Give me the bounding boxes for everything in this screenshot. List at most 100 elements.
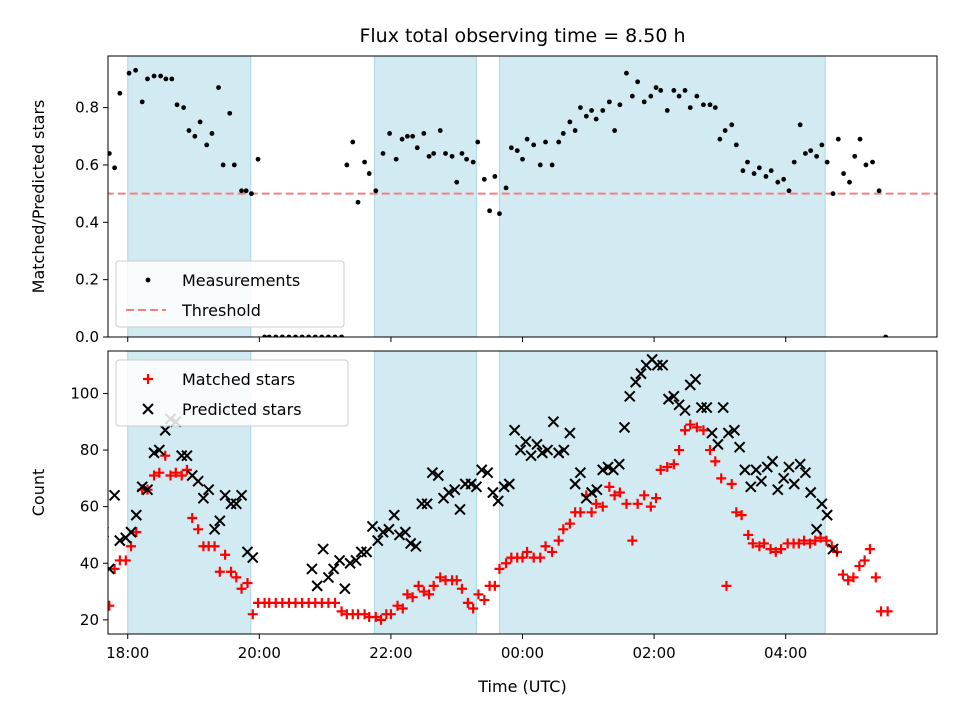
data-point <box>481 176 487 182</box>
count-panel: 20 40 60 80 100 18:00 20:00 22:00 00:00 02:00 04:0… <box>29 350 938 662</box>
data-point <box>418 586 429 597</box>
data-point <box>126 70 132 76</box>
data-point <box>543 139 548 145</box>
data-point <box>564 518 575 529</box>
data-point <box>392 600 403 611</box>
data-point <box>108 600 115 611</box>
data-point <box>319 334 325 337</box>
data-point <box>181 105 187 111</box>
data-point <box>766 455 779 468</box>
data-point <box>101 94 106 99</box>
data-point <box>473 589 484 600</box>
legend-symbol <box>143 374 153 384</box>
data-point <box>255 156 261 162</box>
data-point <box>520 435 532 448</box>
data-point <box>783 461 795 473</box>
data-point <box>629 376 642 388</box>
data-point <box>765 544 776 555</box>
data-point <box>489 580 500 591</box>
data-point <box>514 148 520 154</box>
data-point <box>108 526 110 538</box>
data-point <box>362 159 367 165</box>
data-point <box>799 535 810 546</box>
data-point <box>648 93 654 99</box>
y-tick-label: 20 <box>80 611 99 629</box>
data-point <box>694 93 700 99</box>
data-point <box>149 470 160 481</box>
data-point <box>114 534 126 547</box>
data-point <box>373 188 379 194</box>
data-point <box>606 99 612 105</box>
series-measurements <box>89 67 889 337</box>
x-axis-label: Time (UTC) <box>477 677 566 696</box>
data-point <box>174 102 180 108</box>
data-point <box>662 462 673 473</box>
data-point <box>214 566 225 577</box>
data-point <box>239 188 244 194</box>
data-point <box>487 208 493 214</box>
data-point <box>133 67 139 73</box>
data-point <box>247 551 259 564</box>
data-point <box>464 156 469 162</box>
data-point <box>645 501 656 512</box>
data-point <box>682 88 688 93</box>
data-point <box>593 116 599 122</box>
data-point <box>216 85 221 90</box>
data-point <box>108 489 121 502</box>
data-point <box>454 503 466 516</box>
x-tick-label: 04:00 <box>764 644 807 662</box>
data-point <box>163 76 169 82</box>
data-point <box>108 553 109 556</box>
x-tick-label: 22:00 <box>369 644 412 662</box>
data-point <box>465 478 477 490</box>
data-point <box>707 102 713 108</box>
data-point <box>837 569 848 580</box>
data-point <box>604 481 615 492</box>
data-point <box>136 481 148 493</box>
data-point <box>202 483 215 496</box>
data-point <box>797 122 803 128</box>
data-point <box>399 526 412 538</box>
data-point <box>639 490 650 501</box>
data-point <box>522 546 533 557</box>
data-point <box>388 509 400 521</box>
data-point <box>585 486 598 499</box>
data-point <box>768 168 774 174</box>
data-point <box>870 159 875 165</box>
observing-window <box>498 351 826 634</box>
legend: Measurements Threshold <box>115 260 345 328</box>
data-point <box>882 606 893 617</box>
data-point <box>410 133 416 139</box>
data-point <box>494 563 505 574</box>
data-point <box>344 557 356 569</box>
data-point <box>89 145 94 150</box>
data-point <box>380 151 386 156</box>
data-point <box>668 459 679 470</box>
data-point <box>350 554 362 567</box>
data-point <box>547 546 558 557</box>
data-point <box>575 507 586 518</box>
data-point <box>247 609 258 620</box>
data-point <box>231 572 242 583</box>
data-point <box>537 162 543 168</box>
data-point <box>618 421 631 434</box>
data-point <box>350 139 356 145</box>
data-point <box>220 162 226 168</box>
data-point <box>508 145 514 151</box>
data-point <box>781 176 787 182</box>
data-point <box>476 464 488 476</box>
data-point <box>273 334 279 337</box>
data-point <box>366 171 372 176</box>
data-point <box>437 128 443 133</box>
data-point <box>572 128 578 133</box>
data-point <box>830 191 836 197</box>
plot-area <box>89 56 937 337</box>
data-point <box>154 467 165 478</box>
data-point <box>497 211 502 217</box>
data-point <box>158 73 164 79</box>
data-point <box>130 509 142 521</box>
data-point <box>870 572 881 583</box>
data-point <box>160 450 171 461</box>
data-point <box>413 580 424 591</box>
data-point <box>481 466 494 479</box>
